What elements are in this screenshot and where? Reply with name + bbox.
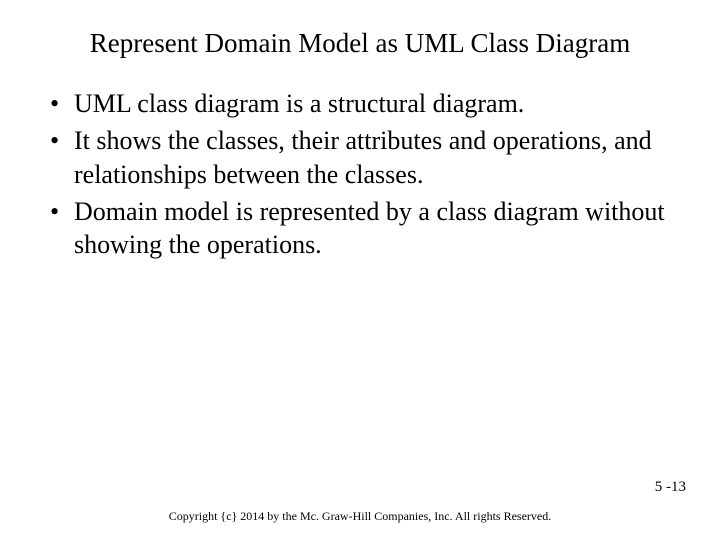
- bullet-list: UML class diagram is a structural diagra…: [40, 87, 680, 261]
- slide-title: Represent Domain Model as UML Class Diag…: [40, 28, 680, 59]
- bullet-item: Domain model is represented by a class d…: [48, 195, 680, 262]
- bullet-item: It shows the classes, their attributes a…: [48, 124, 680, 191]
- bullet-item: UML class diagram is a structural diagra…: [48, 87, 680, 120]
- page-number: 5 -13: [655, 479, 686, 496]
- slide-container: Represent Domain Model as UML Class Diag…: [0, 0, 720, 540]
- copyright-text: Copyright {c} 2014 by the Mc. Graw-Hill …: [0, 509, 720, 524]
